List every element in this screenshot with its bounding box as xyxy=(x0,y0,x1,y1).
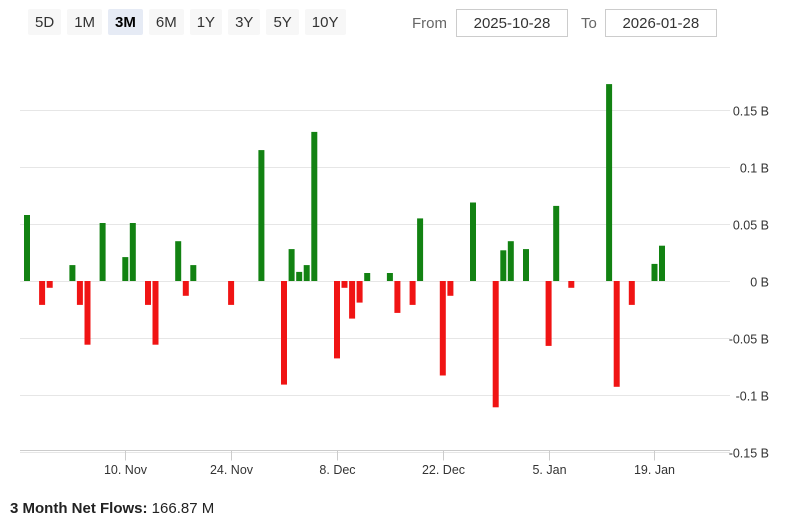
outflow-bar[interactable] xyxy=(568,281,575,288)
inflow-bar[interactable] xyxy=(386,273,393,281)
range-button-5d[interactable]: 5D xyxy=(28,9,62,35)
outflow-bar[interactable] xyxy=(152,281,159,345)
outflow-bar[interactable] xyxy=(46,281,53,288)
inflow-bar[interactable] xyxy=(553,205,560,281)
inflow-bar[interactable] xyxy=(606,84,613,281)
outflow-bar[interactable] xyxy=(394,281,401,313)
x-tick-label: 8. Dec xyxy=(319,463,355,477)
outflow-bar[interactable] xyxy=(76,281,83,305)
inflow-bar[interactable] xyxy=(311,131,318,281)
inflow-bar[interactable] xyxy=(364,273,371,281)
y-tick-label: 0.05 B xyxy=(733,219,769,233)
inflow-bar[interactable] xyxy=(129,223,136,281)
outflow-bar[interactable] xyxy=(628,281,635,305)
outflow-bar[interactable] xyxy=(447,281,454,296)
range-selector: 5D 1M 3M 6M 1Y 3Y 5Y 10Y xyxy=(28,9,346,35)
range-button-6m[interactable]: 6M xyxy=(148,9,184,35)
outflow-bar[interactable] xyxy=(84,281,91,345)
summary-value: 166.87 M xyxy=(151,500,215,517)
outflow-bar[interactable] xyxy=(228,281,235,305)
outflow-bar[interactable] xyxy=(545,281,552,346)
range-button-1y[interactable]: 1Y xyxy=(189,9,223,35)
x-tick-label: 24. Nov xyxy=(210,463,254,477)
inflow-bar[interactable] xyxy=(175,241,182,281)
net-flows-chart: 0.15 B 0.1 B 0.05 B 0 B -0.05 B -0.1 B -0.15 B… xyxy=(20,84,769,477)
inflow-bar[interactable] xyxy=(417,218,424,281)
x-tick-label: 5. Jan xyxy=(532,463,566,477)
y-tick-label: -0.1 B xyxy=(736,390,769,404)
inflow-bar[interactable] xyxy=(122,257,129,281)
outflow-bar[interactable] xyxy=(145,281,151,305)
inflow-bar[interactable] xyxy=(470,202,476,282)
outflow-bar[interactable] xyxy=(39,281,46,305)
range-button-3y[interactable]: 3Y xyxy=(228,9,261,35)
x-tick-label: 19. Jan xyxy=(634,463,675,477)
inflow-bar[interactable] xyxy=(190,265,197,281)
outflow-bar[interactable] xyxy=(356,281,363,303)
summary-label: 3 Month Net Flows: xyxy=(10,500,148,517)
y-tick-label: -0.05 B xyxy=(729,333,769,347)
range-button-1m[interactable]: 1M xyxy=(67,9,103,35)
inflow-bar[interactable] xyxy=(69,265,76,281)
inflow-bar[interactable] xyxy=(507,241,514,281)
outflow-bar[interactable] xyxy=(409,281,416,305)
outflow-bar[interactable] xyxy=(492,281,499,408)
outflow-bar[interactable] xyxy=(281,281,287,385)
from-label: From xyxy=(412,14,447,32)
inflow-bar[interactable] xyxy=(303,265,310,281)
y-tick-label: 0.15 B xyxy=(733,105,769,119)
inflow-bar[interactable] xyxy=(288,249,295,281)
range-button-3m[interactable]: 3M xyxy=(108,9,143,35)
inflow-bar[interactable] xyxy=(99,223,106,281)
y-tick-label: 0.1 B xyxy=(740,162,769,176)
to-label: To xyxy=(581,14,597,32)
date-range: From To xyxy=(412,9,717,37)
y-tick-label: 0 B xyxy=(750,276,769,290)
inflow-bar[interactable] xyxy=(523,249,529,281)
inflow-bar[interactable] xyxy=(500,250,507,281)
inflow-bar[interactable] xyxy=(258,150,265,281)
x-tick-label: 22. Dec xyxy=(422,463,465,477)
grid-lines xyxy=(20,110,730,453)
outflow-bar[interactable] xyxy=(182,281,189,296)
range-button-5y[interactable]: 5Y xyxy=(266,9,299,35)
outflow-bar[interactable] xyxy=(349,281,356,319)
net-flows-summary: 3 Month Net Flows: 166.87 M xyxy=(10,500,214,517)
outflow-bar[interactable] xyxy=(334,281,340,359)
inflow-bar[interactable] xyxy=(651,263,658,281)
outflow-bar[interactable] xyxy=(341,281,348,288)
x-tick-label: 10. Nov xyxy=(104,463,148,477)
outflow-bar[interactable] xyxy=(439,281,446,376)
to-date-input[interactable] xyxy=(604,9,717,37)
y-tick-label: -0.15 B xyxy=(729,447,769,461)
bars xyxy=(24,84,665,408)
range-button-10y[interactable]: 10Y xyxy=(304,9,346,35)
outflow-bar[interactable] xyxy=(613,281,620,387)
axes: 0.15 B 0.1 B 0.05 B 0 B -0.05 B -0.1 B -0.15 B… xyxy=(20,105,769,477)
from-date-input[interactable] xyxy=(456,9,568,37)
inflow-bar[interactable] xyxy=(659,245,665,281)
inflow-bar[interactable] xyxy=(24,215,30,281)
inflow-bar[interactable] xyxy=(296,271,303,281)
